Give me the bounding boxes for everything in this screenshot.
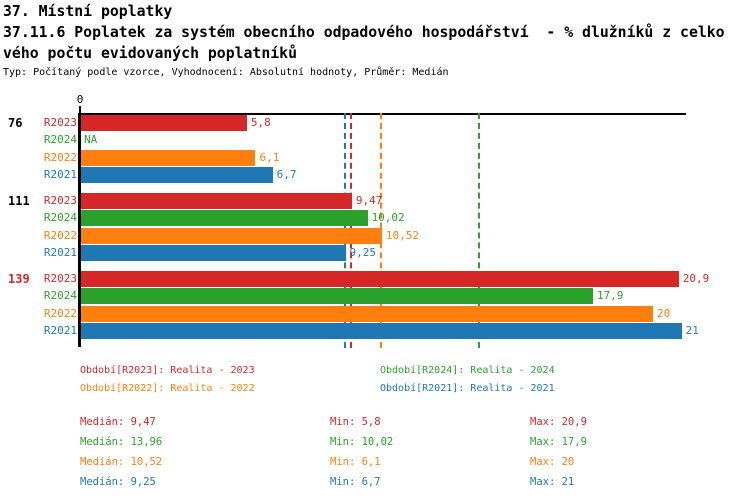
series-row-label: R2024: [43, 289, 77, 302]
bar-R2024: [81, 288, 593, 304]
series-row-label: R2023: [43, 194, 77, 207]
stat-median-R2022: Medián: 10,52: [80, 456, 163, 468]
group-label: 76: [8, 116, 23, 130]
indicator-title-line2: vého počtu evidovaných poplatníků: [3, 45, 297, 62]
bar-R2022: [81, 228, 382, 244]
group-label: 139: [8, 272, 30, 286]
bar-R2023: [81, 115, 247, 131]
bar-value-label: 17,9: [596, 289, 624, 302]
bar-R2022: [81, 306, 653, 322]
indicator-title-line1: 37.11.6 Poplatek za systém obecního odpa…: [3, 24, 725, 41]
stat-min-R2022: Min: 6,1: [330, 456, 381, 468]
bar-value-label: 5,8: [250, 116, 271, 129]
stat-min-R2023: Min: 5,8: [330, 416, 381, 428]
x-axis-tick-label: 0: [76, 93, 84, 106]
y-axis-line: [78, 113, 81, 347]
median-line-R2024: [478, 113, 481, 348]
bar-R2023: [81, 193, 352, 209]
bar-R2024: [81, 210, 368, 226]
series-row-label: R2023: [43, 272, 77, 285]
bar-value-label: 9,25: [349, 246, 377, 259]
series-row-label: R2024: [43, 133, 77, 146]
bar-value-label: 21: [685, 324, 699, 337]
stat-min-R2021: Min: 6,7: [330, 476, 381, 488]
series-row-label: R2021: [43, 246, 77, 259]
legend-item-R2024: Období[R2024]: Realita - 2024: [380, 365, 555, 376]
series-row-label: R2022: [43, 229, 77, 242]
stat-max-R2022: Max: 20: [530, 456, 575, 468]
bar-R2021: [81, 245, 346, 261]
stat-max-R2024: Max: 17,9: [530, 436, 587, 448]
bar-value-label: 9,47: [355, 194, 383, 207]
legend-item-R2023: Období[R2023]: Realita - 2023: [80, 365, 255, 376]
stat-max-R2023: Max: 20,9: [530, 416, 587, 428]
stat-min-R2024: Min: 10,02: [330, 436, 394, 448]
series-row-label: R2021: [43, 168, 77, 181]
bar-value-label: 6,1: [259, 151, 280, 164]
series-row-label: R2023: [43, 116, 77, 129]
bar-R2021: [81, 323, 682, 339]
legend-item-R2021: Období[R2021]: Realita - 2021: [380, 383, 555, 394]
stat-median-R2023: Medián: 9,47: [80, 416, 156, 428]
x-axis-line: [78, 113, 686, 115]
legend-item-R2022: Období[R2022]: Realita - 2022: [80, 383, 255, 394]
x-axis-tick-mark: [79, 106, 81, 113]
bar-R2022: [81, 150, 256, 166]
series-row-label: R2024: [43, 211, 77, 224]
bar-value-label: 10,02: [371, 211, 405, 224]
series-row-label: R2021: [43, 324, 77, 337]
bar-R2021: [81, 167, 273, 183]
bar-value-label: NA: [84, 133, 98, 146]
bar-value-label: 20,9: [682, 272, 710, 285]
chart-meta: Typ: Počítaný podle vzorce, Vyhodnocení:…: [3, 67, 449, 78]
group-label: 111: [8, 194, 30, 208]
bar-value-label: 6,7: [276, 168, 297, 181]
stat-median-R2024: Medián: 13,96: [80, 436, 163, 448]
stat-max-R2021: Max: 21: [530, 476, 575, 488]
page-title: 37. Místní poplatky: [3, 3, 173, 20]
series-row-label: R2022: [43, 307, 77, 320]
series-row-label: R2022: [43, 151, 77, 164]
bar-value-label: 10,52: [385, 229, 419, 242]
bar-R2023: [81, 271, 679, 287]
stat-median-R2021: Medián: 9,25: [80, 476, 156, 488]
bar-value-label: 20: [657, 307, 671, 320]
